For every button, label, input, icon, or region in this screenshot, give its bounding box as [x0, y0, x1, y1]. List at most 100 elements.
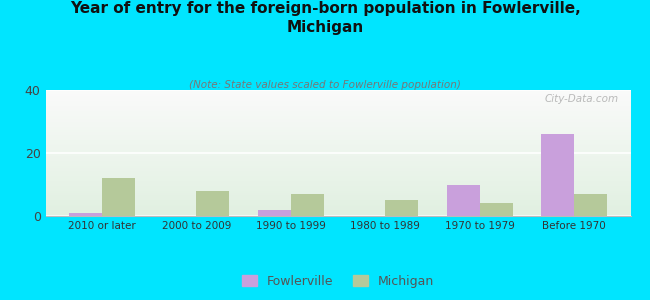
Bar — [46, 214, 630, 215]
Bar — [46, 164, 630, 166]
Bar — [46, 210, 630, 211]
Bar — [46, 171, 630, 172]
Bar — [291, 194, 324, 216]
Bar — [102, 178, 135, 216]
Bar — [69, 213, 102, 216]
Bar — [46, 143, 630, 144]
Bar — [46, 160, 630, 162]
Bar — [46, 130, 630, 132]
Bar — [46, 119, 630, 120]
Bar — [46, 116, 630, 118]
Bar — [46, 90, 630, 91]
Bar — [46, 95, 630, 96]
Bar — [46, 183, 630, 184]
Bar — [46, 149, 630, 151]
Bar — [46, 151, 630, 152]
Bar — [46, 168, 630, 170]
Bar — [46, 172, 630, 173]
Bar — [46, 166, 630, 167]
Bar — [46, 120, 630, 122]
Bar — [46, 129, 630, 130]
Bar — [447, 184, 480, 216]
Bar — [46, 144, 630, 145]
Bar — [46, 200, 630, 201]
Bar — [46, 140, 630, 142]
Bar — [46, 215, 630, 216]
Bar — [46, 177, 630, 178]
Bar — [480, 203, 513, 216]
Bar — [46, 184, 630, 186]
Bar — [46, 96, 630, 98]
Bar — [46, 105, 630, 106]
Bar — [46, 122, 630, 123]
Bar — [385, 200, 418, 216]
Bar — [46, 146, 630, 147]
Bar — [46, 104, 630, 105]
Bar — [46, 205, 630, 206]
Bar — [46, 92, 630, 94]
Bar — [46, 167, 630, 168]
Bar — [46, 101, 630, 103]
Bar — [196, 191, 229, 216]
Bar — [46, 109, 630, 110]
Bar — [46, 191, 630, 192]
Bar — [46, 197, 630, 198]
Bar — [46, 203, 630, 205]
Bar — [46, 169, 630, 171]
Bar — [46, 208, 630, 210]
Bar — [46, 159, 630, 160]
Bar — [46, 103, 630, 104]
Bar — [46, 139, 630, 140]
Text: (Note: State values scaled to Fowlerville population): (Note: State values scaled to Fowlervill… — [189, 80, 461, 89]
Bar — [46, 113, 630, 114]
Bar — [46, 163, 630, 164]
Bar — [46, 138, 630, 139]
Bar — [46, 133, 630, 134]
Bar — [46, 182, 630, 183]
Bar — [46, 136, 630, 138]
Bar — [46, 178, 630, 179]
Bar — [46, 100, 630, 101]
Bar — [46, 179, 630, 181]
Bar — [46, 147, 630, 148]
Legend: Fowlerville, Michigan: Fowlerville, Michigan — [237, 270, 439, 293]
Bar — [46, 154, 630, 155]
Bar — [46, 211, 630, 212]
Bar — [46, 157, 630, 158]
Bar — [46, 118, 630, 119]
Bar — [46, 128, 630, 129]
Bar — [46, 174, 630, 176]
Bar — [46, 201, 630, 202]
Bar — [46, 176, 630, 177]
Bar — [46, 207, 630, 208]
Bar — [46, 212, 630, 214]
Bar — [46, 148, 630, 149]
Bar — [46, 193, 630, 195]
Bar — [46, 186, 630, 187]
Bar — [46, 153, 630, 154]
Bar — [46, 132, 630, 133]
Bar — [46, 110, 630, 111]
Bar — [46, 158, 630, 159]
Bar — [46, 125, 630, 127]
Bar — [46, 91, 630, 92]
Bar — [46, 162, 630, 163]
Bar — [46, 94, 630, 95]
Bar — [541, 134, 574, 216]
Bar — [46, 124, 630, 125]
Bar — [46, 187, 630, 188]
Bar — [258, 210, 291, 216]
Bar — [46, 202, 630, 203]
Bar — [46, 108, 630, 109]
Bar — [46, 173, 630, 174]
Bar — [46, 188, 630, 190]
Text: City-Data.com: City-Data.com — [545, 94, 619, 104]
Bar — [574, 194, 607, 216]
Bar — [46, 106, 630, 108]
Bar — [46, 206, 630, 207]
Bar — [46, 127, 630, 128]
Bar — [46, 114, 630, 115]
Bar — [46, 195, 630, 196]
Bar — [46, 111, 630, 113]
Bar — [46, 152, 630, 153]
